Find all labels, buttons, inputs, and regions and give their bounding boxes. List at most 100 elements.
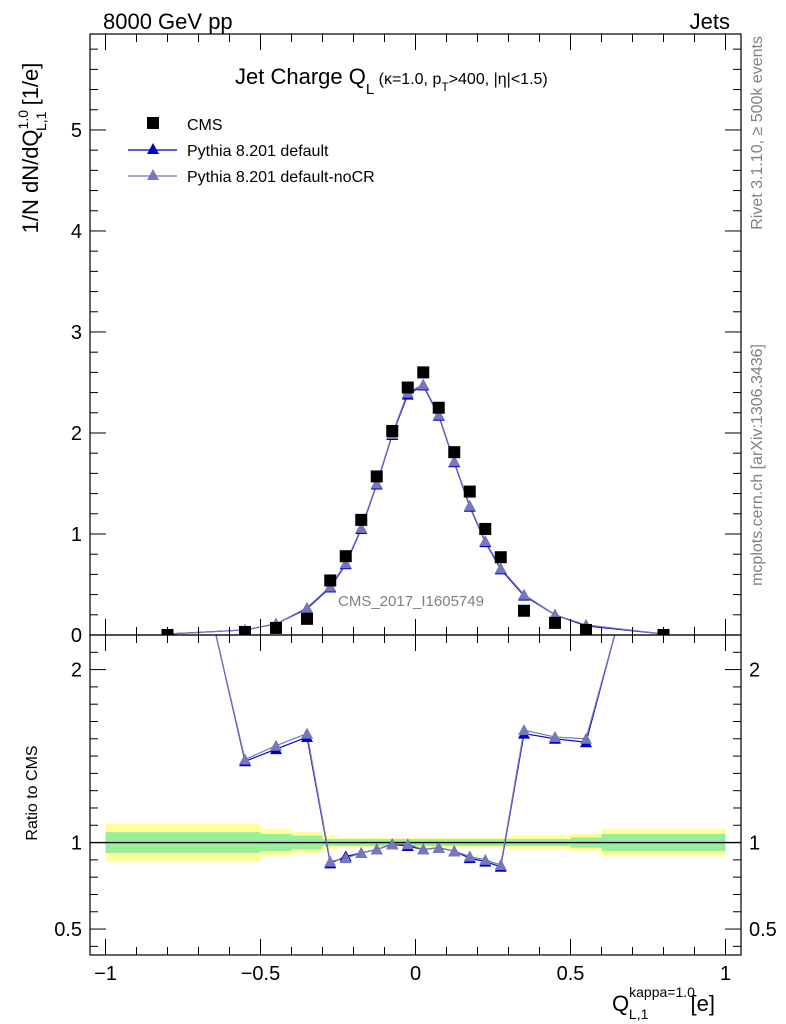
ratio-point-1 [580,732,592,744]
mc-point-2 [370,477,383,489]
ratio-point-1 [339,852,352,864]
ratio-tick-label-left: 0.5 [54,919,82,941]
y-axis-label-top: 1/N dN/dQ1.0 L,1 [1/e] [15,63,49,234]
ratio-point-1 [324,855,337,867]
ratio-point-1 [401,838,414,850]
cms-point [479,522,492,535]
title-cond-sub: T [441,80,449,94]
title-main-sub: L [366,81,374,98]
ratio-point-1 [518,724,530,736]
mc-point-2 [339,557,352,569]
cms-point [518,604,530,617]
ratio-point-1 [448,845,461,857]
ratio-point-1 [270,739,282,751]
legend: CMS Pythia 8.201 default Pythia 8.201 de… [128,117,375,186]
xlabel-sub: L,1 [629,1006,649,1022]
cms-point [370,470,383,483]
mc-point-2 [448,455,461,467]
ylabel-top-a: 1/N dN/dQ [18,129,43,233]
y-tick-label: 1 [71,524,82,546]
cms-point [401,381,414,394]
header-right: Jets [690,9,730,34]
ratio-tick-label-right: 0.5 [749,919,777,941]
mc-point-2 [301,601,313,613]
series-line-1 [167,384,664,635]
ratio-tick-label-right: 1 [749,833,760,855]
ratio-point-1 [494,859,507,871]
ylabel-top-sup: 1.0 [15,110,31,130]
top-panel [161,366,670,635]
cms-point [549,616,561,629]
x-tick-label: −0.5 [241,963,280,985]
cms-point [301,612,313,625]
title-cond-a: (κ=1.0, p [374,71,441,88]
y-tick-label: 5 [71,120,82,142]
ratio-point-1 [432,841,445,853]
xlabel-sup: kappa=1.0 [629,984,695,1000]
y-tick-label: 2 [71,423,82,445]
y-tick-label: 0 [71,625,82,647]
ratio-point-1 [355,846,368,858]
cms-point [432,401,445,414]
cms-point [580,623,592,635]
ratio-point-1 [386,838,399,850]
ratio-point-1 [417,843,430,855]
ratio-point-1 [479,853,492,865]
ylabel-top-sub: L,1 [33,111,49,131]
rivet-label: Rivet 3.1.10, ≥ 500k events [749,36,766,230]
legend-nocr-label: Pythia 8.201 default-noCR [187,169,375,186]
mc-point-2 [463,499,476,511]
ratio-point-1 [549,731,561,743]
series-line-2 [167,383,664,635]
mc-point-2 [417,378,430,390]
y-tick-label: 4 [71,221,82,243]
legend-default-label: Pythia 8.201 default [187,143,329,160]
chart-title: Jet Charge QL (κ=1.0, pT>400, |η|<1.5) [235,64,548,98]
xlabel-b: [e] [684,991,715,1016]
mcplots-label: mcplots.cern.ch [arXiv:1306.3436] [749,344,766,586]
ratio-point-1 [301,727,313,739]
cms-point [448,446,461,459]
cms-point [339,550,352,563]
mc-point-2 [518,588,530,600]
x-tick-label: 1 [720,963,731,985]
cms-point [417,366,430,379]
bottom-frame [89,634,742,956]
legend-cms-label: CMS [187,117,223,134]
ratio-tick-label-right: 2 [749,660,760,682]
ratio-tick-label-left: 2 [71,660,82,682]
cms-point [355,513,368,526]
x-tick-label: 0 [410,963,421,985]
x-axis-label: Qkappa=1.0 L,1 [e] [612,984,715,1022]
ratio-panel [90,635,741,872]
y-tick-label: 3 [71,322,82,344]
axes: −1 −0.5 0 0.5 1 0 1 2 3 4 5 0.5 0.5 1 1 2 2 [54,33,777,985]
watermark: CMS_2017_I1605749 [338,593,484,610]
ratio-line-1 [215,635,616,866]
cms-point [494,551,507,564]
ratio-point-1 [370,843,383,855]
y-axis-label-bottom: Ratio to CMS [24,745,41,840]
header-left: 8000 GeV pp [103,9,233,34]
x-tick-label: 0.5 [557,963,585,985]
ylabel-top-b: [1/e] [18,63,43,112]
title-main: Jet Charge Q [235,64,366,89]
cms-point [463,485,476,498]
ratio-tick-label-left: 1 [71,833,82,855]
ratio-point-1 [463,850,476,862]
mc-point-2 [432,408,445,420]
legend-nocr-marker [147,169,159,180]
cms-point [324,574,337,587]
title-cond-b: >400, |η|<1.5) [449,71,548,88]
mc-point-2 [479,535,492,547]
xlabel-a: Q [612,991,629,1016]
legend-default-marker [147,143,159,154]
legend-cms-marker [147,117,159,129]
mc-point-2 [355,521,368,533]
cms-point [270,621,282,634]
mc-point-2 [494,562,507,574]
x-tick-label: −1 [94,963,117,985]
ratio-point-1 [239,753,251,765]
cms-point [386,424,399,437]
